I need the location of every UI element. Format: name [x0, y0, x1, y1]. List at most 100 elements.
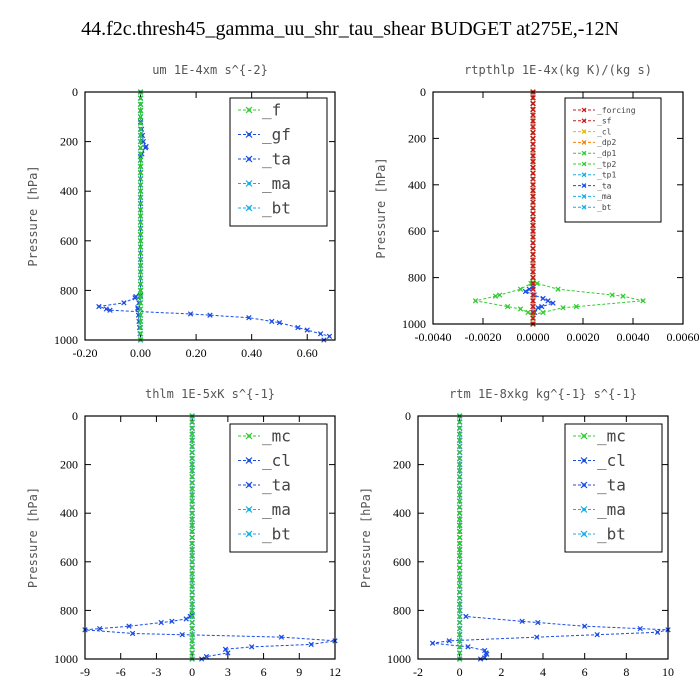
- data-point: [524, 290, 527, 293]
- x-tick-label: 0.40: [241, 346, 262, 360]
- data-point: [531, 212, 535, 216]
- data-point: [610, 293, 614, 297]
- data-point: [139, 214, 142, 218]
- data-point: [485, 652, 489, 656]
- data-point: [190, 590, 194, 594]
- legend-label: _ma: [597, 192, 612, 201]
- data-point: [458, 609, 461, 612]
- data-point: [458, 475, 461, 479]
- data-point: [250, 645, 253, 649]
- data-point: [531, 282, 535, 285]
- legend-label: _ta: [597, 181, 612, 190]
- data-point: [531, 305, 535, 308]
- data-point: [531, 125, 535, 129]
- plot-frame: [417, 415, 669, 660]
- data-point: [190, 420, 194, 424]
- data-point: [531, 224, 535, 227]
- data-point: [531, 287, 535, 291]
- data-point: [139, 152, 142, 156]
- data-point: [506, 305, 509, 308]
- data-point: [247, 316, 251, 319]
- data-point: [127, 624, 131, 628]
- data-point: [458, 542, 461, 545]
- data-point: [531, 160, 535, 163]
- data-point: [139, 171, 142, 174]
- y-tick-label: 200: [60, 135, 78, 149]
- data-point: [190, 481, 194, 485]
- data-point: [190, 645, 194, 649]
- data-point: [139, 165, 142, 168]
- legend-marker: [247, 108, 251, 112]
- data-point: [139, 121, 142, 125]
- data-point: [190, 451, 194, 454]
- data-point: [531, 102, 535, 105]
- data-point: [458, 432, 461, 436]
- data-point: [556, 287, 560, 291]
- legend-marker: [582, 507, 586, 512]
- legend-label: _cl: [262, 451, 291, 470]
- legend-marker: [247, 434, 251, 438]
- data-point: [190, 432, 194, 436]
- legend-label: _gf: [262, 125, 291, 144]
- data-point: [190, 426, 194, 430]
- data-point: [641, 299, 645, 303]
- legend-label: _tp1: [597, 171, 616, 180]
- data-point: [139, 233, 142, 236]
- data-point: [541, 297, 545, 300]
- data-point: [190, 560, 194, 564]
- data-point: [531, 264, 535, 268]
- data-point: [139, 251, 142, 255]
- legend-label: _tp2: [597, 160, 616, 169]
- x-tick-label: -3: [151, 665, 161, 679]
- data-point: [328, 335, 331, 338]
- series-line: [98, 92, 331, 341]
- series-line: [475, 92, 534, 324]
- legend-box: [564, 97, 662, 223]
- y-tick-label: 600: [60, 234, 78, 248]
- data-point: [531, 131, 535, 134]
- data-point: [531, 299, 535, 303]
- data-point: [536, 621, 540, 624]
- data-point: [105, 307, 108, 311]
- data-point: [519, 287, 522, 291]
- data-point: [190, 554, 194, 557]
- data-point: [190, 651, 194, 655]
- y-tick-label: 1000: [54, 652, 78, 666]
- data-point: [278, 321, 281, 324]
- legend-label: _ta: [262, 150, 291, 169]
- series-line: [532, 92, 644, 324]
- data-point: [638, 627, 642, 630]
- x-tick-label: 0.00: [130, 346, 151, 360]
- figure-title: 44.f2c.thresh45_gamma_uu_shr_tau_shear B…: [81, 18, 619, 40]
- data-point: [458, 615, 461, 618]
- x-tick-label: 0: [457, 665, 463, 679]
- legend-marker: [582, 458, 586, 463]
- legend-label: _mc: [597, 427, 626, 446]
- data-point: [466, 645, 470, 649]
- data-point: [139, 220, 142, 224]
- data-point: [458, 426, 461, 430]
- data-point: [458, 554, 461, 557]
- x-tick-label: 0.60: [297, 346, 318, 360]
- data-point: [458, 511, 461, 515]
- data-point: [458, 548, 461, 551]
- y-tick-label: 800: [408, 271, 426, 285]
- data-point: [190, 596, 194, 600]
- data-point: [319, 332, 322, 336]
- legend-marker: [582, 141, 586, 144]
- data-point: [139, 307, 142, 311]
- data-point: [190, 457, 194, 460]
- data-point: [98, 627, 101, 630]
- data-point: [531, 148, 535, 152]
- x-tick-label: 8: [623, 665, 629, 679]
- x-tick-label: 0.20: [186, 346, 207, 360]
- data-point: [536, 306, 540, 310]
- x-tick-label: -6: [116, 665, 126, 679]
- data-point: [139, 282, 142, 286]
- data-point: [531, 113, 535, 117]
- legend-label: _bt: [262, 525, 291, 544]
- data-point: [458, 536, 461, 539]
- legend-label: _bt: [262, 199, 291, 218]
- x-tick-label: 2: [498, 665, 504, 679]
